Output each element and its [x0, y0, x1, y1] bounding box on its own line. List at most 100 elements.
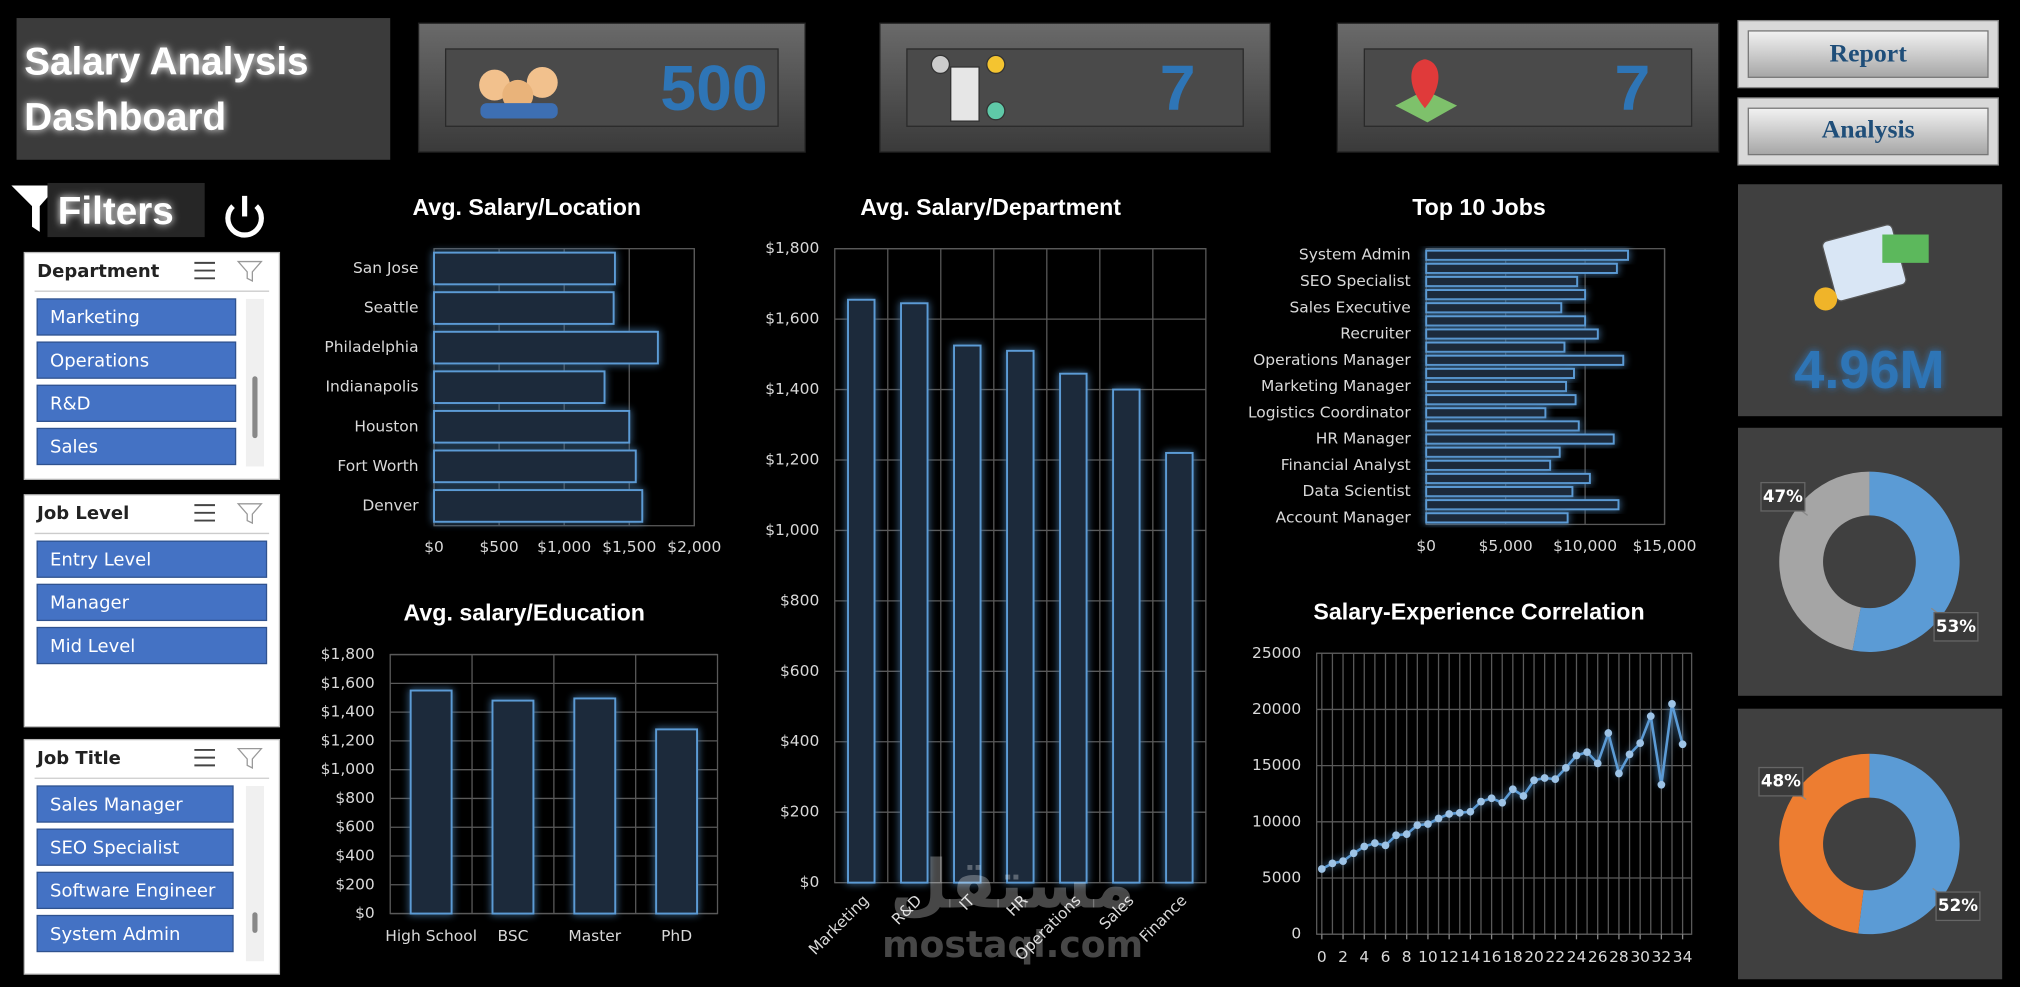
point	[1477, 797, 1485, 806]
chart-title: Top 10 Jobs	[1412, 194, 1546, 220]
button-label[interactable]: Analysis	[1822, 114, 1915, 143]
slicer-item-label[interactable]: Marketing	[50, 307, 140, 328]
point	[1530, 776, 1538, 785]
clear-filter-icon[interactable]	[236, 503, 263, 525]
y-tick-label: $200	[780, 803, 819, 821]
point	[1328, 859, 1337, 868]
slicer-item[interactable]	[36, 384, 237, 422]
report-button[interactable]: Report	[1737, 19, 1999, 89]
point	[1487, 794, 1496, 803]
point	[1455, 808, 1464, 817]
point	[1434, 814, 1443, 823]
button-label[interactable]: Report	[1830, 38, 1908, 67]
scrollbar	[245, 785, 264, 962]
bar	[1425, 459, 1552, 471]
chart: Salary-Experience Correlation 0 5000 10000 1…	[1252, 598, 1692, 965]
slicer-item[interactable]	[36, 914, 234, 953]
y-tick-label: Houston	[354, 417, 418, 435]
y-tick-label: $0	[355, 904, 375, 922]
analysis-button[interactable]: Analysis	[1737, 97, 1999, 166]
reset-button[interactable]	[225, 195, 264, 238]
x-tick-label: $0	[1416, 537, 1436, 555]
chart: Top 10 Jobs $0 $5,000 $10,000 $15,000 System …	[1248, 194, 1697, 555]
slicer-item[interactable]	[36, 298, 237, 336]
slicer-item-label[interactable]: Mid Level	[50, 636, 135, 657]
point	[1646, 712, 1655, 721]
chart: Avg. Salary/Location $0 $500 $1,000 $1,500 $2…	[324, 194, 721, 556]
slicer-item-label[interactable]: Sales	[50, 437, 98, 458]
bar	[1425, 472, 1591, 485]
x-tick-label: 6	[1381, 948, 1391, 966]
bar	[1425, 499, 1620, 511]
slicer-item-label[interactable]: System Admin	[50, 924, 180, 945]
bar	[1059, 372, 1088, 884]
slicer-item[interactable]	[36, 540, 268, 578]
x-tick-label: $10,000	[1553, 537, 1617, 555]
multi-select-icon[interactable]	[194, 261, 215, 280]
x-tick-label: Master	[568, 927, 621, 945]
slicer-title: Job Title	[35, 748, 121, 769]
y-tick-label: HR Manager	[1316, 430, 1412, 448]
x-tick-label: 22	[1545, 948, 1565, 966]
y-tick-label: Sales Executive	[1289, 298, 1410, 316]
icon	[950, 66, 980, 122]
header-panel	[16, 18, 391, 160]
slicer-item[interactable]	[36, 626, 268, 665]
point	[1604, 729, 1613, 737]
slicer-item-label[interactable]: Operations	[50, 350, 149, 371]
data-label: 53%	[1936, 616, 1976, 636]
bar	[1425, 367, 1575, 379]
clear-filter-icon[interactable]	[236, 260, 263, 282]
y-tick-label: $400	[780, 732, 819, 750]
icon	[986, 101, 1006, 121]
bar	[1425, 328, 1599, 340]
multi-select-icon[interactable]	[194, 504, 215, 522]
x-tick-label: 8	[1402, 948, 1412, 966]
point	[1392, 831, 1400, 840]
multi-select-icon[interactable]	[194, 748, 215, 767]
slicer-item-label[interactable]: Software Engineer	[50, 881, 216, 902]
y-tick-label: $0	[800, 873, 820, 891]
point	[1562, 764, 1570, 772]
slicer-item[interactable]	[36, 427, 237, 466]
bar	[953, 344, 982, 884]
y-tick-label: 10000	[1252, 812, 1301, 830]
x-tick-label: 10	[1418, 948, 1438, 966]
icon	[1882, 234, 1929, 263]
slicer-item-label[interactable]: Entry Level	[50, 550, 151, 571]
y-tick-label: Seattle	[364, 299, 419, 317]
slicer-item-label[interactable]: R&D	[50, 394, 90, 415]
y-tick-label: Logistics Coordinator	[1248, 403, 1411, 421]
y-tick-label: 0	[1291, 925, 1301, 943]
bar	[433, 330, 659, 365]
bar	[900, 302, 929, 884]
kpi-value: 7	[1160, 52, 1196, 124]
y-tick-label: 20000	[1252, 700, 1301, 718]
slicer: Job Title Sales Manager SEO Specialist Soft…	[23, 738, 281, 975]
point	[1519, 792, 1528, 800]
slicer-item-label[interactable]: SEO Specialist	[50, 837, 179, 858]
bar	[433, 409, 631, 444]
bar	[1425, 512, 1569, 524]
slicer-item[interactable]	[36, 828, 234, 866]
slicer-item[interactable]	[36, 785, 234, 823]
y-tick-label: $1,600	[321, 674, 375, 692]
x-tick-label: 14	[1461, 948, 1481, 966]
slicer-item[interactable]	[36, 871, 234, 910]
point	[1540, 774, 1549, 782]
chart-title: Avg. salary/Education	[404, 600, 645, 626]
x-tick-label: $0	[424, 538, 444, 556]
y-tick-label: $1,000	[321, 760, 375, 778]
x-tick-label: High School	[385, 927, 477, 945]
point	[1317, 865, 1326, 873]
slicer-item[interactable]	[36, 583, 268, 622]
y-tick-label: Operations Manager	[1253, 351, 1411, 369]
slicer-item[interactable]	[36, 341, 237, 379]
y-tick-label: SEO Specialist	[1300, 272, 1411, 290]
data-label-box	[1758, 766, 1804, 797]
slicer-item-label[interactable]: Manager	[50, 593, 130, 614]
clear-filter-icon[interactable]	[236, 747, 263, 769]
x-tick-label: 18	[1503, 948, 1523, 966]
slicer-item-label[interactable]: Sales Manager	[50, 794, 183, 815]
